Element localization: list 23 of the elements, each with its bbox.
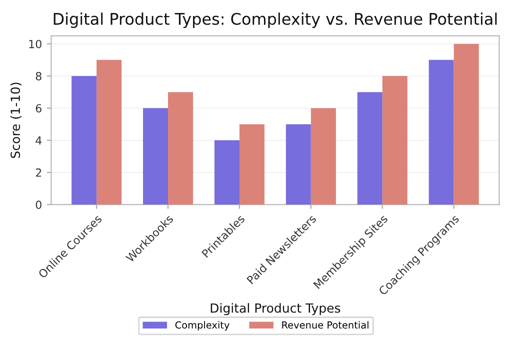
y-axis-title: Score (1-10) xyxy=(10,82,22,158)
chart-title: Digital Product Types: Complexity vs. Revenue Potential xyxy=(54,12,497,28)
y-tick-label: 10 xyxy=(29,40,42,48)
legend-label: Revenue Potential xyxy=(282,321,368,329)
x-axis-title: Digital Product Types xyxy=(210,303,340,316)
bar xyxy=(214,140,240,205)
bar xyxy=(72,76,97,205)
bar xyxy=(286,124,311,205)
bar xyxy=(168,92,194,205)
legend-label: Complexity xyxy=(175,321,230,331)
bar xyxy=(96,60,122,205)
bar xyxy=(382,76,408,205)
y-tick-label: 4 xyxy=(36,136,42,145)
bar xyxy=(310,108,336,205)
bar xyxy=(143,108,168,205)
y-tick-label: 0 xyxy=(36,200,42,209)
y-tick-label: 2 xyxy=(36,168,42,177)
y-tick-label: 6 xyxy=(36,104,42,113)
bar xyxy=(357,92,382,205)
bar xyxy=(428,60,454,205)
y-tick-label: 8 xyxy=(36,72,42,80)
bar xyxy=(239,124,264,205)
bar xyxy=(454,44,479,205)
